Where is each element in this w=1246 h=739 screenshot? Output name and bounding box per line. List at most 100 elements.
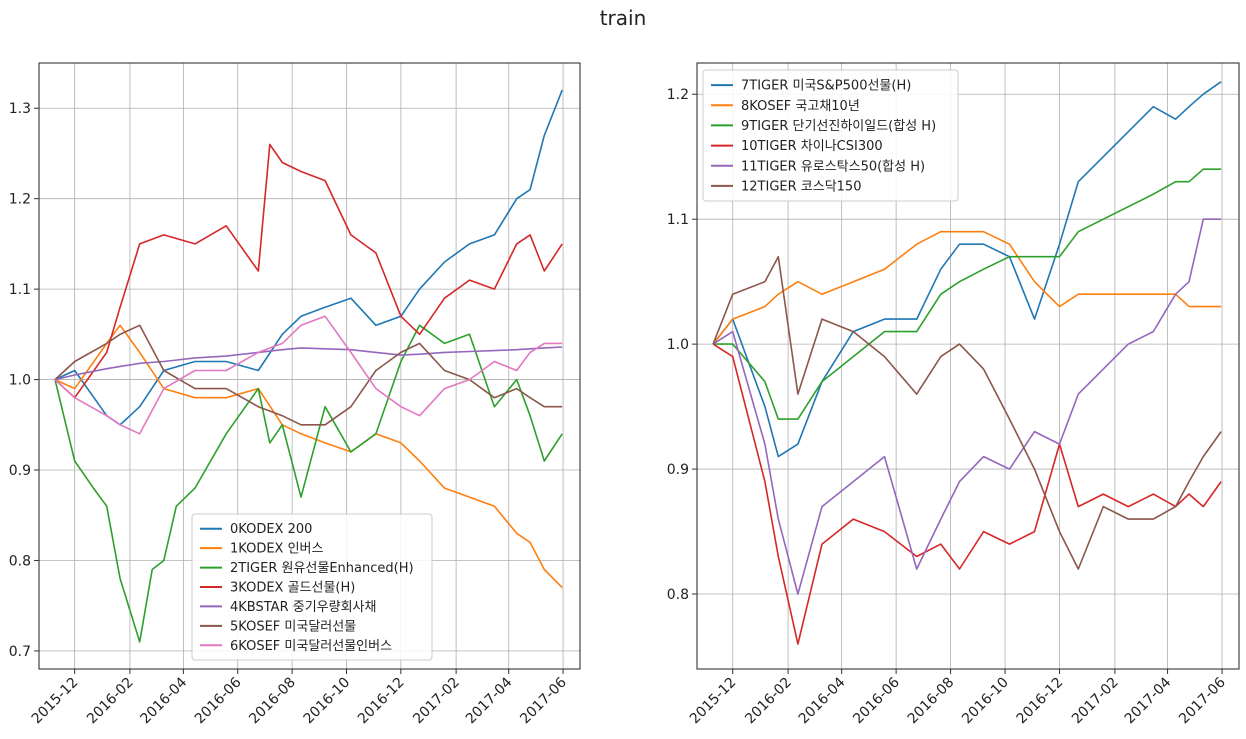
x-tick-label-group: 2017-06 [1176,674,1229,727]
x-tick-label-group: 2016-10 [959,675,1012,728]
x-tick-label-group: 2016-04 [796,674,849,727]
legend-label: 8KOSEF 국고채10년 [741,99,860,114]
legend: 7TIGER 미국S&P500선물(H) 8KOSEF 국고채10년 9TIGER … [702,69,959,202]
legend-label: 12TIGER 코스닥150 [741,179,861,194]
y-tick-label-group: 0.7 [9,644,31,660]
y-tick-label-group: 1.0 [667,337,689,353]
legend-label: 4KBSTAR 중기우량회사채 [230,600,376,615]
legend-label: 0KODEX 200 [230,522,312,537]
y-tick-label: 1.0 [667,337,689,353]
legend-label: 5KOSEF 미국달러선물 [230,619,356,634]
x-tick-label: 2016-02 [84,675,137,728]
y-tick-label: 1.0 [9,373,31,389]
y-tick-label-group: 1.0 [9,373,31,389]
series-line [54,89,563,426]
series-line [712,218,1222,595]
axes-frame [696,62,1240,670]
series-line [54,324,563,589]
series-line [54,324,563,426]
series-line [712,230,1222,345]
y-tick-label-group: 1.3 [9,101,31,117]
y-tick-label-group: 1.1 [9,282,31,298]
y-tick-label: 0.8 [9,553,31,569]
x-tick-label: 2017-06 [1176,674,1229,727]
legend-box [702,69,959,202]
x-tick-label: 2017-06 [517,674,570,727]
y-tick-label-group: 1.2 [9,192,31,208]
series-line [712,343,1222,645]
y-tick-label: 1.2 [667,87,689,103]
x-tick-label: 2016-10 [959,675,1012,728]
x-tick-label-group: 2017-02 [1069,675,1122,728]
x-tick-label-group: 2015-12 [687,675,740,728]
x-tick-label: 2016-06 [850,674,903,727]
x-tick-label-group: 2016-06 [850,674,903,727]
x-tick-label-group: 2016-02 [742,675,795,728]
x-tick-label-group: 2016-02 [84,675,137,728]
x-tick-label: 2017-02 [1069,675,1122,728]
chart-left: 2015-12 2016-02 2016-04 2016-06 2016-08 2016-… [9,62,581,728]
legend-label: 9TIGER 단기선진하이일드(합성 H) [741,119,936,134]
legend-label: 11TIGER 유로스탁스50(합성 H) [741,159,925,174]
x-tick-label-group: 2016-12 [355,675,408,728]
y-tick-label-group: 0.9 [9,463,31,479]
legend-label: 6KOSEF 미국달러선물인버스 [230,639,392,654]
axes-frame [38,62,581,670]
x-tick-label-group: 2015-12 [29,675,82,728]
legend: 0KODEX 200 1KODEX 인버스 2TIGER 원유선물Enhanced(… [191,513,433,661]
x-tick-label-group: 2017-02 [410,675,463,728]
y-tick-label: 0.8 [667,587,689,603]
x-tick-label: 2016-08 [905,675,958,728]
x-tick-label: 2016-10 [301,675,354,728]
x-tick-label-group: 2016-08 [246,675,299,728]
legend-label: 7TIGER 미국S&P500선물(H) [741,79,911,94]
legend-box [191,513,433,661]
y-tick-label: 1.1 [667,212,689,228]
y-tick-label: 0.7 [9,644,31,660]
y-tick-label: 1.1 [9,282,31,298]
series-line [712,255,1222,570]
legend-label: 3KODEX 골드선물(H) [230,581,355,596]
y-tick-label-group: 1.2 [667,87,689,103]
y-tick-label: 1.3 [9,101,31,117]
chart-right: 2015-12 2016-02 2016-04 2016-06 2016-08 2016-… [667,62,1240,728]
x-tick-label-group: 2016-12 [1014,675,1067,728]
x-tick-label-group: 2017-04 [463,674,516,727]
series-line [54,315,563,435]
x-tick-label: 2016-04 [796,674,849,727]
y-tick-label-group: 1.1 [667,212,689,228]
x-tick-label-group: 2016-08 [905,675,958,728]
y-tick-label: 0.9 [667,462,689,478]
x-tick-label-group: 2017-06 [517,674,570,727]
y-tick-label: 1.2 [9,192,31,208]
x-tick-label: 2017-02 [410,675,463,728]
y-tick-label-group: 0.9 [667,462,689,478]
legend-label: 2TIGER 원유선물Enhanced(H) [230,561,414,576]
x-tick-label: 2017-04 [463,674,516,727]
figure-title: train [599,6,647,30]
series-line [54,346,563,381]
series-line [54,143,563,399]
x-tick-label: 2016-08 [246,675,299,728]
x-tick-label-group: 2017-04 [1122,674,1175,727]
series-line [712,81,1222,458]
y-tick-label-group: 0.8 [667,587,689,603]
x-tick-label: 2016-06 [192,674,245,727]
legend-label: 10TIGER 차이나CSI300 [741,139,883,154]
legend-label: 1KODEX 인버스 [230,542,323,557]
x-tick-label-group: 2016-06 [192,674,245,727]
x-tick-label: 2016-02 [742,675,795,728]
x-tick-label: 2016-04 [138,674,191,727]
x-tick-label: 2015-12 [29,675,82,728]
x-tick-label-group: 2016-04 [138,674,191,727]
x-tick-label: 2017-04 [1122,674,1175,727]
x-tick-label: 2015-12 [687,675,740,728]
x-tick-label: 2016-12 [355,675,408,728]
x-tick-label: 2016-12 [1014,675,1067,728]
y-tick-label-group: 0.8 [9,553,31,569]
series-line [713,168,1222,420]
y-tick-label: 0.9 [9,463,31,479]
x-tick-label-group: 2016-10 [301,675,354,728]
series-line [54,324,563,643]
